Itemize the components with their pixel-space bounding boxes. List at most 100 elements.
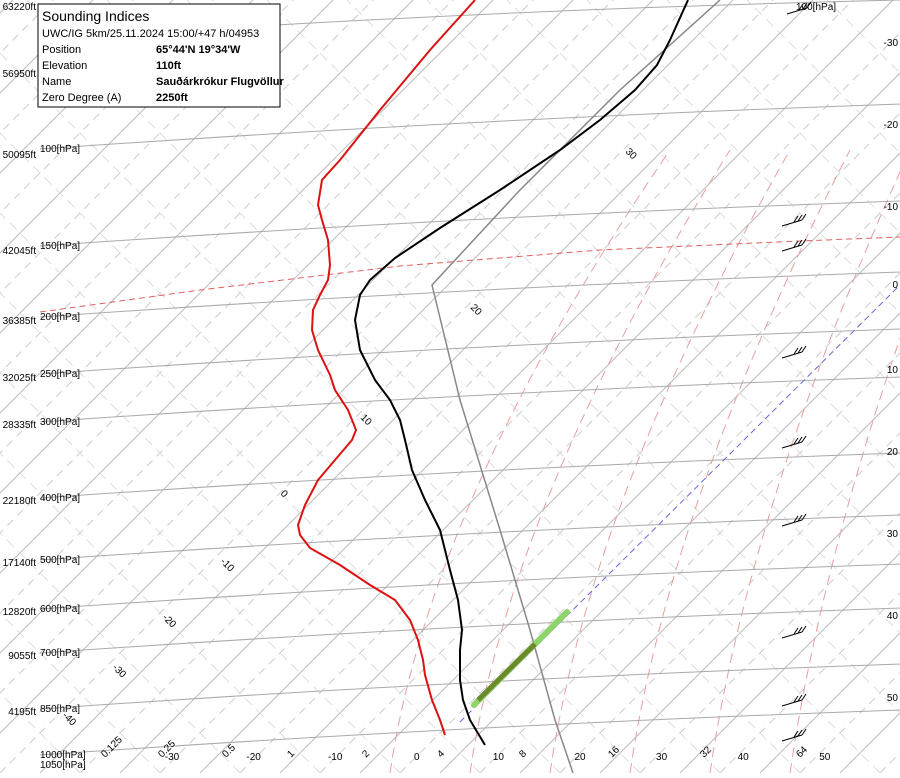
- right-label: 30: [887, 529, 899, 540]
- temperature-label: 30: [656, 752, 668, 763]
- dry-adiabat: [0, 212, 561, 774]
- moist-adiabat: [389, 149, 671, 774]
- isotherm: [0, 0, 174, 174]
- pressure-label: 150[hPa]: [40, 241, 80, 252]
- isobar: [39, 663, 900, 710]
- info-subtitle: UWC/IG 5km/25.11.2024 15:00/+47 h/04953: [42, 28, 259, 40]
- right-label: 10: [887, 365, 899, 376]
- altitude-label: 22180ft: [3, 496, 37, 507]
- info-value: 2250ft: [156, 92, 188, 104]
- isobar: [39, 514, 900, 561]
- isobar: [39, 452, 900, 499]
- isobar: [39, 709, 900, 756]
- temperature-label: 40: [738, 752, 750, 763]
- dashed-freezing-curve: [39, 236, 900, 313]
- dashed-guide: [0, 0, 454, 454]
- wind-barb: [781, 435, 807, 449]
- right-label: 40: [887, 611, 899, 622]
- dashed-guide: [0, 0, 534, 534]
- dashed-guide: [0, 0, 294, 294]
- dry-adiabat: [506, 0, 900, 394]
- info-value: 65°44'N 19°34'W: [156, 44, 241, 56]
- moist-adiabat: [549, 149, 791, 774]
- isobar: [39, 328, 900, 375]
- info-title: Sounding Indices: [42, 8, 149, 24]
- dashed-guide: [0, 0, 214, 214]
- dry-adiabat: [346, 0, 900, 554]
- pressure-label: 100[hPa]: [40, 144, 80, 155]
- pressure-label: 700[hPa]: [40, 648, 80, 659]
- temperature-label: 0: [414, 752, 420, 763]
- altitude-label: 50095ft: [3, 150, 37, 161]
- temperature-curve: [353, 0, 689, 746]
- right-label: -10: [884, 202, 899, 213]
- isotherm: [0, 0, 654, 654]
- info-box-frame: [37, 3, 281, 108]
- wind-barb: [781, 728, 807, 742]
- isobar: [39, 376, 900, 423]
- pressure-label: 200[hPa]: [40, 312, 80, 323]
- wind-barb: [781, 213, 807, 227]
- dry-adiabat: [0, 132, 641, 774]
- isotherm: [0, 0, 414, 414]
- altitude-label: 32025ft: [3, 373, 37, 384]
- isotherm: [679, 552, 900, 774]
- altitude-label: 42045ft: [3, 246, 37, 257]
- dashed-guide: [0, 0, 694, 694]
- pressure-label: 600[hPa]: [40, 604, 80, 615]
- dry-adiabat: [0, 452, 321, 774]
- temperature-label: 10: [493, 752, 505, 763]
- parcel-line: [431, 0, 721, 774]
- dashed-guide: [319, 192, 900, 774]
- dry-adiabat: [0, 292, 481, 774]
- dashed-guide: [399, 272, 900, 774]
- dashed-guide: [639, 512, 900, 774]
- pressure-label: 1050[hPa]: [40, 760, 86, 771]
- isobar: [39, 563, 900, 610]
- dashed-guide: [0, 0, 774, 774]
- wind-barbs: [781, 1, 812, 742]
- info-key: Zero Degree (A): [42, 92, 121, 104]
- dashed-guide: [0, 0, 374, 374]
- wind-barb: [781, 625, 807, 639]
- info-key: Position: [42, 44, 81, 56]
- wind-barb: [781, 693, 807, 707]
- altitude-label: 9055ft: [8, 651, 36, 662]
- isotherm: [439, 312, 900, 774]
- dashed-guide: [239, 112, 900, 774]
- isotherm: [359, 232, 900, 774]
- isotherm: [199, 72, 900, 774]
- isotherm: [0, 0, 334, 334]
- right-label: -30: [884, 38, 899, 49]
- dry-adiabat: [0, 532, 241, 774]
- temperature-label: -20: [246, 752, 261, 763]
- isotherm: [0, 0, 254, 254]
- temperature-label: -30: [165, 752, 180, 763]
- dashed-guide: [0, 0, 134, 134]
- isobar: [39, 103, 900, 150]
- altitude-label: 12820ft: [3, 607, 37, 618]
- isotherm: [519, 392, 900, 774]
- temperature-label: 20: [574, 752, 586, 763]
- right-label: 20: [887, 447, 899, 458]
- wind-barb: [781, 345, 807, 359]
- right-label: 50: [887, 693, 899, 704]
- isotherm: [0, 0, 574, 574]
- wind-barb: [786, 1, 812, 15]
- pressure-label: 850[hPa]: [40, 704, 80, 715]
- pressure-label: 400[hPa]: [40, 493, 80, 504]
- altitude-label: 17140ft: [3, 558, 37, 569]
- isobar: [39, 271, 900, 318]
- dashed-guide: [0, 0, 614, 614]
- dashed-guide: [79, 0, 854, 774]
- dashed-guide: [559, 432, 900, 774]
- dry-adiabat: [426, 0, 900, 474]
- moist-adiabat: [709, 170, 900, 774]
- right-label: 0: [892, 280, 898, 291]
- wind-barb: [781, 513, 807, 527]
- dry-adiabat: [26, 0, 801, 774]
- isotherm: [759, 632, 900, 774]
- isotherm: [0, 0, 734, 734]
